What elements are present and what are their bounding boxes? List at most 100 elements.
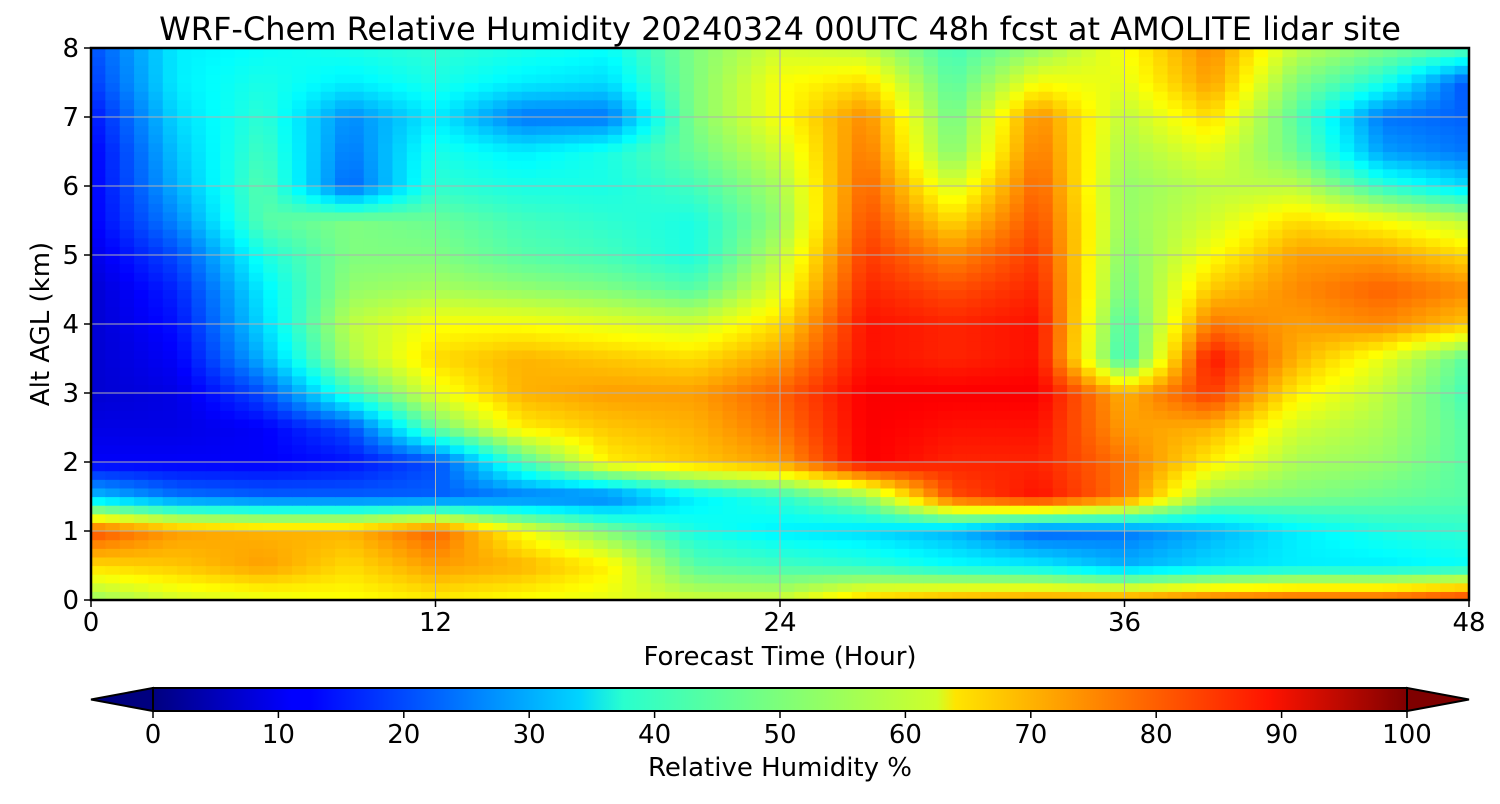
heatmap-cell: [937, 272, 953, 282]
heatmap-cell: [880, 186, 896, 196]
heatmap-cell: [492, 487, 508, 498]
heatmap-cell: [1138, 186, 1154, 196]
heatmap-cell: [823, 505, 839, 515]
heatmap-cell: [134, 255, 150, 265]
heatmap-cell: [406, 470, 422, 480]
heatmap-cell: [1253, 211, 1269, 222]
heatmap-cell: [1067, 341, 1083, 351]
heatmap-cell: [751, 272, 767, 282]
heatmap-cell: [1253, 539, 1269, 549]
heatmap-cell: [1268, 548, 1283, 558]
heatmap-cell: [1282, 289, 1298, 299]
heatmap-cell: [1210, 324, 1226, 334]
heatmap-cell: [1325, 487, 1341, 498]
heatmap-cell: [1038, 548, 1054, 558]
heatmap-cell: [1024, 453, 1039, 463]
heatmap-cell: [550, 237, 566, 247]
heatmap-cell: [91, 565, 106, 575]
heatmap-cell: [665, 263, 681, 273]
heatmap-cell: [679, 470, 695, 480]
heatmap-cell: [1181, 341, 1197, 351]
heatmap-cell: [1382, 591, 1398, 600]
heatmap-cell: [119, 591, 135, 600]
heatmap-cell: [923, 410, 939, 420]
heatmap-cell: [134, 367, 150, 377]
heatmap-cell: [191, 194, 207, 204]
heatmap-cell: [1138, 358, 1154, 368]
heatmap-cell: [1167, 151, 1183, 161]
heatmap-cell: [1268, 427, 1283, 437]
heatmap-cell: [119, 513, 135, 523]
heatmap-cell: [880, 263, 896, 273]
heatmap-cell: [607, 479, 623, 489]
heatmap-cell: [708, 324, 724, 334]
heatmap-cell: [1440, 272, 1456, 282]
heatmap-cell: [119, 548, 135, 558]
heatmap-cell: [880, 358, 896, 368]
heatmap-cell: [923, 384, 939, 394]
heatmap-cell: [665, 556, 681, 567]
heatmap-cell: [995, 384, 1011, 394]
heatmap-cell: [91, 177, 106, 187]
heatmap-cell: [148, 470, 164, 480]
heatmap-cell: [1153, 591, 1169, 600]
heatmap-cell: [693, 556, 709, 567]
heatmap-cell: [894, 479, 910, 489]
heatmap-cell: [1296, 548, 1312, 558]
heatmap-cell: [1311, 220, 1327, 230]
heatmap-cell: [1397, 582, 1413, 592]
heatmap-cell: [823, 574, 839, 584]
heatmap-cell: [693, 444, 709, 454]
heatmap-cell: [579, 186, 594, 196]
heatmap-cell: [808, 367, 824, 377]
heatmap-cell: [535, 513, 551, 523]
heatmap-cell: [291, 582, 307, 592]
heatmap-cell: [894, 539, 910, 549]
heatmap-cell: [765, 168, 781, 178]
heatmap-cell: [277, 229, 293, 239]
heatmap-cell: [91, 324, 106, 334]
heatmap-cell: [1382, 280, 1398, 291]
heatmap-cell: [708, 556, 724, 567]
heatmap-cell: [665, 220, 681, 230]
heatmap-cell: [1181, 324, 1197, 334]
heatmap-cell: [593, 418, 609, 429]
heatmap-cell: [1440, 160, 1456, 170]
heatmap-cell: [1038, 522, 1054, 532]
heatmap-cell: [794, 522, 810, 532]
heatmap-cell: [1095, 393, 1111, 403]
heatmap-cell: [119, 160, 135, 170]
heatmap-cell: [535, 298, 551, 308]
heatmap-cell: [91, 298, 106, 308]
heatmap-cell: [780, 306, 795, 316]
heatmap-cell: [1382, 246, 1398, 256]
heatmap-cell: [421, 384, 437, 394]
heatmap-cell: [1239, 220, 1255, 230]
heatmap-cell: [751, 237, 767, 247]
heatmap-cell: [1397, 194, 1413, 204]
heatmap-cell: [478, 574, 494, 584]
heatmap-cell: [794, 436, 810, 446]
heatmap-cell: [1210, 574, 1226, 584]
heatmap-cell: [263, 341, 279, 351]
heatmap-cell: [736, 556, 752, 567]
heatmap-cell: [363, 582, 379, 592]
heatmap-cell: [564, 591, 580, 600]
heatmap-cell: [980, 280, 996, 291]
heatmap-cell: [435, 410, 451, 420]
heatmap-cell: [1325, 289, 1341, 299]
heatmap-cell: [1067, 565, 1083, 575]
heatmap-cell: [966, 375, 982, 385]
heatmap-cell: [263, 186, 279, 196]
heatmap-cell: [406, 531, 422, 541]
heatmap-cell: [248, 418, 264, 429]
heatmap-cell: [162, 401, 178, 411]
heatmap-cell: [693, 393, 709, 403]
heatmap-cell: [1339, 539, 1355, 549]
heatmap-cell: [191, 582, 207, 592]
heatmap-cell: [119, 194, 135, 204]
heatmap-cell: [119, 229, 135, 239]
heatmap-cell: [134, 574, 150, 584]
heatmap-cell: [736, 263, 752, 273]
heatmap-cell: [650, 186, 666, 196]
